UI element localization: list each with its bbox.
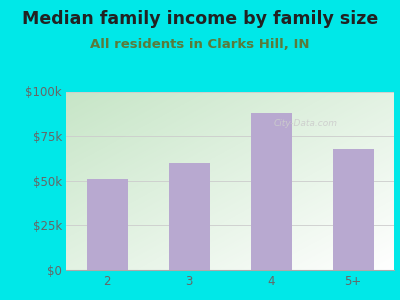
Bar: [168, 163, 210, 270]
Bar: [332, 148, 374, 270]
Bar: [86, 179, 128, 270]
Text: City-Data.com: City-Data.com: [274, 119, 338, 128]
Text: All residents in Clarks Hill, IN: All residents in Clarks Hill, IN: [90, 38, 310, 50]
Bar: [250, 113, 292, 270]
Text: Median family income by family size: Median family income by family size: [22, 11, 378, 28]
